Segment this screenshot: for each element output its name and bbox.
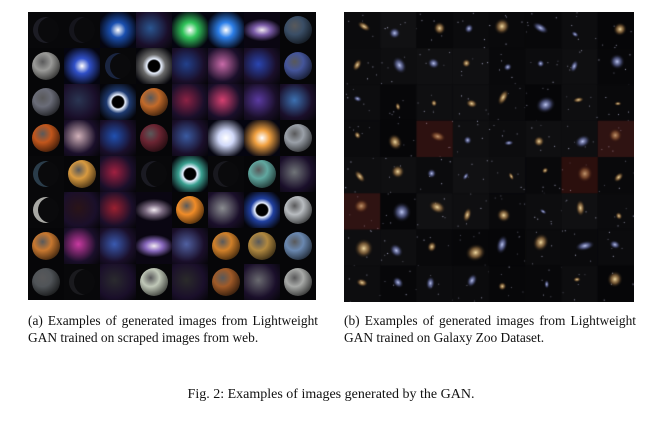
generated-image-tile [172, 84, 208, 120]
generated-image-tile [64, 264, 100, 300]
generated-images-grid-galaxy-zoo [344, 12, 634, 302]
generated-image-tile [28, 192, 64, 228]
generated-image-tile [100, 156, 136, 192]
generated-image-tile [208, 120, 244, 156]
generated-image-tile [136, 228, 172, 264]
generated-image-tile [172, 156, 208, 192]
generated-image-tile [244, 228, 280, 264]
generated-image-tile [172, 228, 208, 264]
generated-image-tile [28, 120, 64, 156]
generated-image-tile [136, 48, 172, 84]
galaxy-image-grid [344, 12, 634, 302]
generated-image-tile [28, 84, 64, 120]
generated-image-tile [172, 120, 208, 156]
generated-image-tile [172, 48, 208, 84]
generated-image-tile [280, 12, 316, 48]
generated-image-tile [100, 84, 136, 120]
generated-image-tile [244, 48, 280, 84]
generated-image-tile [100, 120, 136, 156]
generated-image-tile [64, 120, 100, 156]
generated-image-tile [244, 120, 280, 156]
generated-image-tile [208, 228, 244, 264]
generated-image-tile [100, 12, 136, 48]
generated-image-tile [280, 156, 316, 192]
generated-image-tile [136, 120, 172, 156]
generated-image-tile [208, 264, 244, 300]
generated-image-tile [28, 228, 64, 264]
generated-image-tile [64, 192, 100, 228]
generated-image-tile [100, 48, 136, 84]
generated-image-tile [28, 48, 64, 84]
generated-image-tile [172, 192, 208, 228]
generated-image-tile [280, 192, 316, 228]
generated-image-tile [244, 84, 280, 120]
generated-image-tile [172, 12, 208, 48]
generated-image-tile [172, 264, 208, 300]
generated-image-tile [208, 84, 244, 120]
generated-image-tile [244, 156, 280, 192]
generated-images-grid-web [28, 12, 316, 300]
generated-image-tile [244, 12, 280, 48]
image-grid [28, 12, 316, 300]
generated-image-tile [280, 84, 316, 120]
generated-image-tile [280, 228, 316, 264]
generated-image-tile [28, 264, 64, 300]
generated-image-tile [244, 192, 280, 228]
generated-image-tile [100, 192, 136, 228]
generated-image-tile [100, 228, 136, 264]
generated-image-tile [28, 12, 64, 48]
generated-image-tile [64, 48, 100, 84]
generated-image-tile [64, 84, 100, 120]
generated-image-tile [280, 264, 316, 300]
generated-image-tile [208, 156, 244, 192]
subfigure-caption-a: (a) Examples of generated images from Li… [28, 313, 318, 345]
generated-image-tile [280, 48, 316, 84]
generated-image-tile [208, 48, 244, 84]
generated-image-tile [280, 120, 316, 156]
figure-caption: Fig. 2: Examples of images generated by … [187, 387, 475, 402]
generated-image-tile [136, 264, 172, 300]
generated-image-tile [100, 264, 136, 300]
generated-image-tile [136, 192, 172, 228]
generated-image-tile [28, 156, 64, 192]
generated-image-tile [244, 264, 280, 300]
generated-image-tile [64, 228, 100, 264]
generated-image-tile [136, 84, 172, 120]
generated-image-tile [136, 12, 172, 48]
generated-image-tile [64, 156, 100, 192]
subfigure-caption-b: (b) Examples of generated images from Li… [344, 313, 636, 345]
generated-image-tile [136, 156, 172, 192]
generated-image-tile [208, 192, 244, 228]
generated-image-tile [208, 12, 244, 48]
generated-image-tile [64, 12, 100, 48]
